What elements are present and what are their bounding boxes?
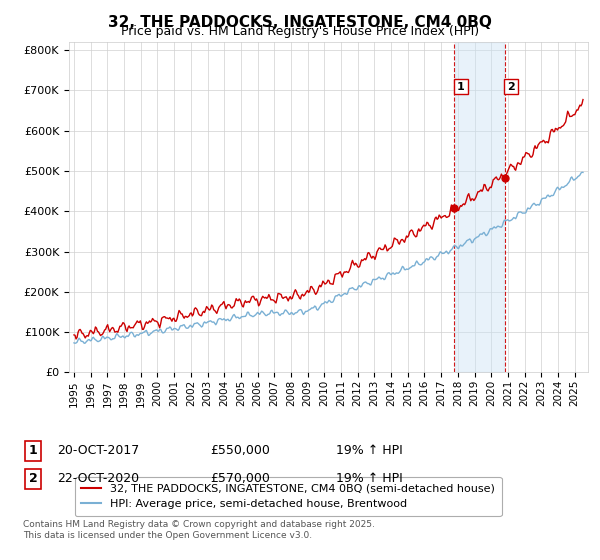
Text: 19% ↑ HPI: 19% ↑ HPI xyxy=(336,444,403,458)
Text: 2: 2 xyxy=(29,472,37,486)
Text: Price paid vs. HM Land Registry's House Price Index (HPI): Price paid vs. HM Land Registry's House … xyxy=(121,25,479,38)
Text: 20-OCT-2017: 20-OCT-2017 xyxy=(57,444,139,458)
Text: 32, THE PADDOCKS, INGATESTONE, CM4 0BQ: 32, THE PADDOCKS, INGATESTONE, CM4 0BQ xyxy=(108,15,492,30)
Text: 19% ↑ HPI: 19% ↑ HPI xyxy=(336,472,403,486)
Text: 1: 1 xyxy=(29,444,37,458)
Text: £550,000: £550,000 xyxy=(210,444,270,458)
Text: 1: 1 xyxy=(457,82,465,92)
Text: Contains HM Land Registry data © Crown copyright and database right 2025.
This d: Contains HM Land Registry data © Crown c… xyxy=(23,520,374,540)
Text: 2: 2 xyxy=(507,82,515,92)
Text: £570,000: £570,000 xyxy=(210,472,270,486)
Text: 22-OCT-2020: 22-OCT-2020 xyxy=(57,472,139,486)
Legend: 32, THE PADDOCKS, INGATESTONE, CM4 0BQ (semi-detached house), HPI: Average price: 32, THE PADDOCKS, INGATESTONE, CM4 0BQ (… xyxy=(74,477,502,516)
